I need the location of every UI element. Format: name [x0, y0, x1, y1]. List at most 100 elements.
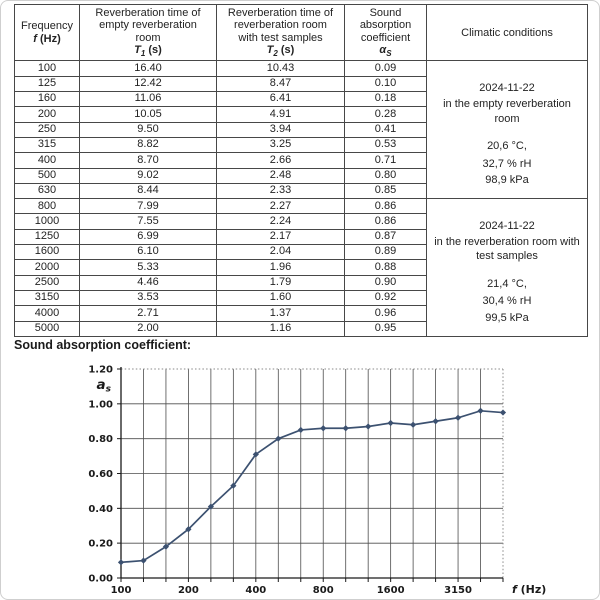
- measurement-table: Frequency f (Hz) Reverberation time of e…: [14, 3, 588, 337]
- cell-t2-value: 1.96: [216, 259, 345, 276]
- data-point-marker: [117, 559, 125, 566]
- cell-frequency: 630: [14, 182, 80, 200]
- col-header-climatic: Climatic conditions: [426, 3, 588, 62]
- cell-t2-value: 1.79: [216, 274, 345, 291]
- cell-frequency: 5000: [14, 320, 80, 337]
- cell-t2-value: 8.47: [216, 75, 345, 93]
- cell-t1-value: 10.05: [79, 106, 217, 123]
- table-row: 100 16.40 10.43 0.09 2024-11-22 in the empty …: [14, 60, 588, 200]
- cell-t1-value: 8.82: [79, 136, 217, 154]
- cell-t1-value: 6.99: [79, 228, 217, 246]
- climatic-conditions-cell: 2024-11-22 in the reverberation room with…: [426, 198, 588, 337]
- cell-alpha-value: 0.41: [344, 121, 427, 138]
- table-header-row: Frequency f (Hz) Reverberation time of e…: [14, 3, 588, 62]
- cell-frequency: 1600: [14, 244, 80, 261]
- x-tick-label: 200: [178, 585, 199, 596]
- climatic-conditions-cell: 2024-11-22 in the empty reverberation roo…: [426, 60, 588, 200]
- table-row: 200 10.05 4.91 0.28: [14, 106, 588, 123]
- y-tick-label: 0.20: [88, 539, 113, 550]
- data-point-marker: [320, 425, 327, 432]
- cell-frequency: 250: [14, 121, 80, 138]
- cell-frequency: 2000: [14, 259, 80, 276]
- col-header-t1: Reverberation time of empty reverberatio…: [79, 3, 217, 62]
- cell-t2-value: 1.37: [216, 305, 345, 322]
- cell-t2-value: 2.04: [216, 244, 345, 261]
- cell-frequency: 315: [14, 136, 80, 154]
- cell-alpha-value: 0.53: [344, 136, 427, 154]
- x-tick-label: 3150: [444, 585, 472, 596]
- data-point-marker: [342, 425, 349, 432]
- x-tick-label: 800: [313, 585, 334, 596]
- data-point-marker: [365, 423, 372, 430]
- cell-t2-value: 2.17: [216, 228, 345, 246]
- table-row: 125 12.42 8.47 0.10: [14, 75, 588, 93]
- cell-alpha-value: 0.90: [344, 274, 427, 291]
- temperature-value: 21,4 °C,: [487, 277, 527, 290]
- table-row: 800 7.99 2.27 0.86 2024-11-22 in the reverber…: [14, 198, 588, 337]
- cell-alpha-value: 0.09: [344, 60, 427, 77]
- cell-frequency: 2500: [14, 274, 80, 291]
- cell-frequency: 200: [14, 106, 80, 123]
- measurement-date: 2024-11-22: [479, 219, 535, 232]
- cell-frequency: 500: [14, 167, 80, 184]
- header-line: reverberation room: [234, 19, 327, 32]
- x-tick-label: 400: [245, 585, 266, 596]
- cell-alpha-value: 0.88: [344, 259, 427, 276]
- cell-t1-value: 2.00: [79, 320, 217, 337]
- y-tick-label: 0.60: [88, 469, 113, 480]
- temperature-value: 20,6 °C,: [487, 140, 527, 153]
- cell-t1-value: 4.46: [79, 274, 217, 291]
- cell-t2-value: 3.94: [216, 121, 345, 138]
- table-row: 1250 6.99 2.17 0.87: [14, 228, 588, 246]
- cell-t1-value: 7.99: [79, 198, 217, 215]
- cell-alpha-value: 0.87: [344, 228, 427, 246]
- header-line: absorption: [359, 19, 412, 32]
- humidity-value: 32,7 % rH: [482, 157, 532, 170]
- y-tick-label: 0.00: [88, 574, 113, 585]
- cell-t2-value: 2.27: [216, 198, 345, 215]
- cell-t2-value: 2.66: [216, 152, 345, 169]
- cell-t1-value: 5.33: [79, 259, 217, 276]
- cell-t1-value: 2.71: [79, 305, 217, 322]
- humidity-value: 30,4 % rH: [482, 295, 532, 308]
- table-row: 630 8.44 2.33 0.85: [14, 182, 588, 200]
- header-line: room: [135, 31, 161, 44]
- data-point-marker: [185, 526, 192, 533]
- cell-t1-value: 3.53: [79, 289, 217, 307]
- table-row: 400 8.70 2.66 0.71: [14, 152, 588, 169]
- table-row: 2000 5.33 1.96 0.88: [14, 259, 588, 276]
- table-row: 1000 7.55 2.24 0.86: [14, 213, 588, 230]
- cell-t1-value: 12.42: [79, 75, 217, 93]
- cell-frequency: 800: [14, 198, 80, 215]
- y-tick-label: 0.40: [88, 504, 113, 515]
- data-point-marker: [499, 409, 507, 416]
- cell-alpha-value: 0.86: [344, 213, 427, 230]
- alpha-symbol: αS: [379, 44, 392, 59]
- chart-heading: Sound absorption coefficient:: [14, 338, 192, 352]
- header-line: empty reverberation: [99, 19, 197, 32]
- cell-frequency: 125: [14, 75, 80, 93]
- cell-alpha-value: 0.10: [344, 75, 427, 93]
- col-header-frequency: Frequency f (Hz): [14, 3, 80, 62]
- cell-t2-value: 4.91: [216, 106, 345, 123]
- data-point-marker: [207, 503, 214, 510]
- measurement-location: in the reverberation room with test samp…: [434, 236, 580, 263]
- cell-frequency: 3150: [14, 289, 80, 307]
- cell-t1-value: 8.70: [79, 152, 217, 169]
- cell-frequency: 160: [14, 91, 80, 108]
- cell-alpha-value: 0.86: [344, 198, 427, 215]
- cell-t1-value: 11.06: [79, 91, 217, 108]
- cell-t2-value: 2.24: [216, 213, 345, 230]
- cell-t2-value: 3.25: [216, 136, 345, 154]
- pressure-value: 98,9 kPa: [485, 174, 529, 187]
- header-line: Reverberation time of: [227, 7, 334, 19]
- cell-t2-value: 2.48: [216, 167, 345, 184]
- measurement-location: in the empty reverberation room: [443, 98, 571, 125]
- cell-t1-value: 8.44: [79, 182, 217, 200]
- data-point-marker: [477, 407, 484, 414]
- cell-t2-value: 6.41: [216, 91, 345, 108]
- cell-frequency: 4000: [14, 305, 80, 322]
- cell-alpha-value: 0.96: [344, 305, 427, 322]
